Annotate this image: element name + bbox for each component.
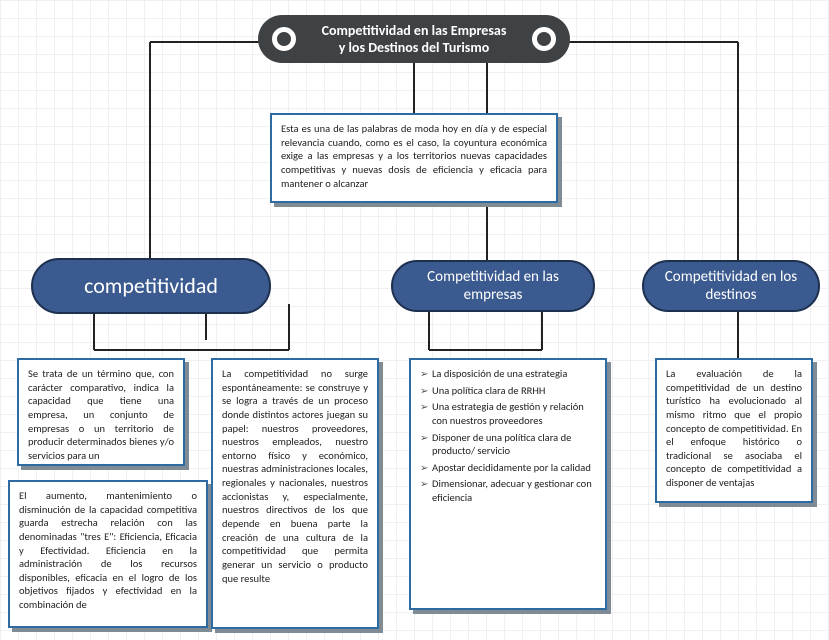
competitividad-box-1-text: Se trata de un término que, con carácter… [28,367,174,462]
list-item: La disposición de una estrategia [432,367,596,381]
competitividad-box-1: Se trata de un término que, con carácter… [17,358,185,466]
destinos-box-text: La evaluación de la competitividad de un… [666,367,802,489]
competitividad-box-3: La competitividad no surge espontáneamen… [211,358,379,629]
root-title: Competitividad en las Empresas y los Des… [318,22,510,57]
list-item: Disponer de una política clara de produc… [432,431,596,458]
list-item-text: La disposición de una estrategia [432,367,567,380]
competitividad-box-3-text: La competitividad no surge espontáneamen… [222,367,368,585]
root-desc-text: Esta es una de las palabras de moda hoy … [281,122,547,190]
decor-ring-left [272,27,296,51]
list-item-text: Apostar decididamente por la calidad [432,461,591,474]
list-item-text: Una estrategia de gestión y relación con… [432,400,584,427]
root-desc-box: Esta es una de las palabras de moda hoy … [270,113,558,203]
list-item: Apostar decididamente por la calidad [432,461,596,475]
list-item: Una estrategia de gestión y relación con… [432,400,596,427]
empresas-list: La disposición de una estrategia Una pol… [420,367,596,505]
list-item-text: Dimensionar, adecuar y gestionar con efi… [432,477,592,504]
branch-destinos: Competitividad en los destinos [642,260,820,312]
empresas-list-box: La disposición de una estrategia Una pol… [409,358,607,610]
branch-competitividad-title: competitividad [84,273,218,299]
branch-empresas-title: Competitividad en las empresas [407,268,579,304]
list-item-text: Disponer de una política clara de produc… [432,431,571,458]
list-item-text: Una política clara de RRHH [432,384,545,397]
decor-ring-right [532,27,556,51]
competitividad-box-2-text: El aumento, mantenimiento o disminución … [19,489,197,611]
list-item: Dimensionar, adecuar y gestionar con efi… [432,477,596,504]
destinos-box: La evaluación de la competitividad de un… [655,358,813,503]
branch-empresas: Competitividad en las empresas [391,260,595,312]
branch-competitividad: competitividad [31,258,271,314]
root-node: Competitividad en las Empresas y los Des… [258,15,570,63]
competitividad-box-2: El aumento, mantenimiento o disminución … [8,480,208,628]
branch-destinos-title: Competitividad en los destinos [656,268,806,304]
list-item: Una política clara de RRHH [432,384,596,398]
